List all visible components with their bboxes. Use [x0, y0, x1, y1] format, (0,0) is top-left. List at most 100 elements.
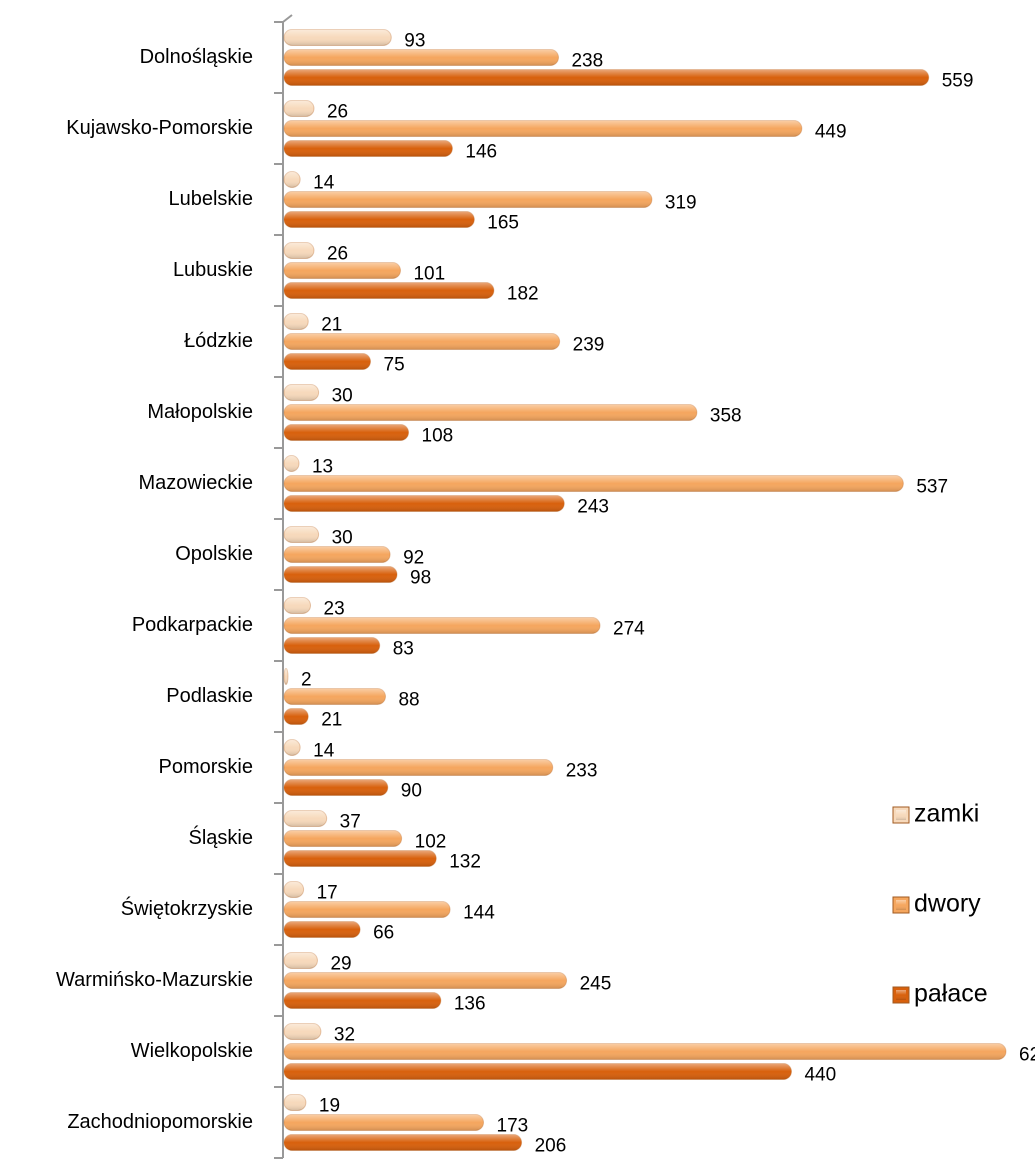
bar-shine: [284, 759, 553, 776]
value-label: 173: [497, 1116, 529, 1137]
value-label: 26: [327, 102, 348, 123]
bar-shine: [284, 1063, 792, 1080]
bar-shine: [284, 779, 388, 796]
category-label: Mazowieckie: [139, 472, 253, 494]
bar-shine: [284, 475, 904, 492]
legend-label: dwory: [914, 890, 981, 918]
bar-shine: [284, 708, 309, 725]
value-label: 358: [710, 406, 742, 427]
value-label: 2: [301, 670, 312, 691]
bar-shine: [284, 455, 299, 472]
value-label: 90: [401, 781, 422, 802]
value-label: 449: [815, 122, 847, 143]
category-label: Zachodniopomorskie: [67, 1111, 253, 1133]
category-label: Lubelskie: [168, 188, 253, 210]
value-label: 165: [487, 213, 519, 234]
bar-shine: [284, 211, 475, 228]
bar-shine: [284, 637, 380, 654]
value-label: 132: [449, 852, 481, 873]
value-label: 32: [334, 1025, 355, 1046]
legend-label: zamki: [914, 800, 979, 828]
value-label: 26: [327, 244, 348, 265]
axis-top: [282, 14, 293, 23]
bar-shine: [284, 49, 559, 66]
value-label: 23: [324, 599, 345, 620]
value-label: 19: [319, 1096, 340, 1117]
bar-shine: [284, 901, 451, 918]
bar-shine: [284, 1134, 522, 1151]
category-label: Pomorskie: [159, 756, 253, 778]
bar-shine: [284, 140, 453, 157]
category-label: Lubuskie: [173, 259, 253, 281]
bar-shine: [284, 668, 288, 685]
value-label: 182: [507, 284, 539, 305]
bar-shine: [284, 881, 304, 898]
value-label: 559: [942, 71, 974, 92]
value-label: 101: [413, 264, 445, 285]
value-label: 21: [321, 710, 342, 731]
bar-shine: [284, 1023, 321, 1040]
value-label: 14: [313, 173, 335, 194]
value-label: 440: [804, 1065, 836, 1086]
bar-shine: [284, 282, 494, 299]
value-label: 319: [665, 193, 697, 214]
bar-shine: [284, 921, 361, 938]
bar-shine: [284, 384, 319, 401]
value-label: 239: [573, 335, 605, 356]
bar-shine: [284, 404, 697, 421]
value-label: 102: [415, 832, 447, 853]
legend-swatch-shine: [896, 900, 906, 910]
bar-shine: [284, 69, 929, 86]
value-label: 136: [454, 994, 486, 1015]
value-label: 274: [613, 619, 645, 640]
value-label: 245: [580, 974, 612, 995]
category-label: Dolnośląskie: [140, 46, 253, 68]
value-label: 21: [321, 315, 342, 336]
category-label: Kujawsko-Pomorskie: [66, 117, 253, 139]
bar-shine: [284, 1094, 306, 1111]
value-label: 66: [373, 923, 394, 944]
bar-shine: [284, 972, 567, 989]
bar-shine: [284, 850, 437, 867]
value-label: 37: [340, 812, 361, 833]
value-label: 92: [403, 548, 424, 569]
value-label: 14: [313, 741, 335, 762]
bar-shine: [284, 526, 319, 543]
category-label: Podkarpackie: [132, 614, 253, 636]
value-label: 93: [404, 31, 425, 52]
value-label: 30: [332, 528, 353, 549]
category-label: Łódzkie: [184, 330, 253, 352]
bar-shine: [284, 333, 560, 350]
value-label: 108: [422, 426, 454, 447]
bar-shine: [284, 100, 314, 117]
value-label: 13: [312, 457, 333, 478]
value-label: 29: [330, 954, 351, 975]
legend-label: pałace: [914, 980, 988, 1008]
category-label: Podlaskie: [166, 685, 253, 707]
bar-shine: [284, 810, 327, 827]
legend-swatch-shine: [896, 990, 906, 1000]
bar-shine: [284, 597, 311, 614]
bar-shine: [284, 29, 392, 46]
bar-shine: [284, 546, 391, 563]
value-label: 233: [566, 761, 598, 782]
bar-shine: [284, 120, 802, 137]
bar-shine: [284, 688, 386, 705]
bar-shine: [284, 424, 409, 441]
value-label: 206: [535, 1136, 567, 1157]
bar-shine: [284, 739, 301, 756]
bar-shine: [284, 1043, 1006, 1060]
value-label: 88: [398, 690, 419, 711]
bar-shine: [284, 952, 318, 969]
value-label: 17: [317, 883, 338, 904]
legend-swatch-shine: [896, 810, 906, 820]
category-label: Warmińsko-Mazurskie: [56, 969, 253, 991]
bar-shine: [284, 262, 401, 279]
bar-shine: [284, 242, 314, 259]
bar-shine: [284, 313, 309, 330]
bar-shine: [284, 830, 402, 847]
value-label: 83: [393, 639, 414, 660]
value-label: 626: [1019, 1045, 1035, 1066]
value-label: 30: [332, 386, 353, 407]
